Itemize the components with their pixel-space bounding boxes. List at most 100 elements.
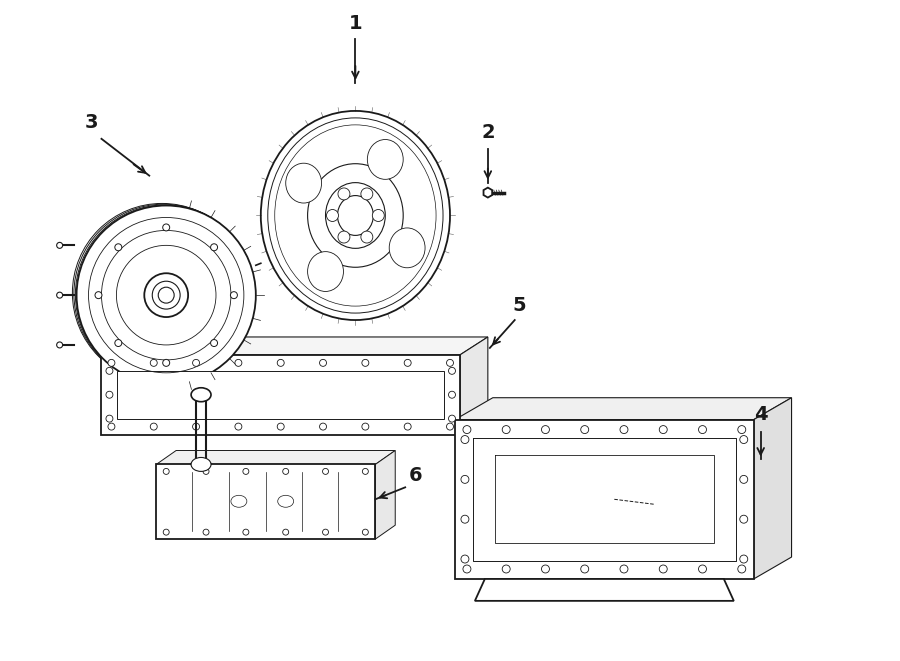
Polygon shape bbox=[375, 451, 395, 539]
Circle shape bbox=[660, 426, 667, 434]
Circle shape bbox=[463, 426, 471, 434]
Circle shape bbox=[463, 565, 471, 573]
Text: 6: 6 bbox=[409, 466, 422, 485]
Circle shape bbox=[461, 475, 469, 483]
Ellipse shape bbox=[389, 228, 425, 268]
Ellipse shape bbox=[338, 196, 374, 235]
Circle shape bbox=[461, 555, 469, 563]
Polygon shape bbox=[102, 337, 488, 355]
Ellipse shape bbox=[231, 495, 247, 507]
Circle shape bbox=[362, 360, 369, 366]
Ellipse shape bbox=[191, 457, 211, 471]
Circle shape bbox=[211, 340, 218, 346]
Polygon shape bbox=[455, 420, 753, 579]
Circle shape bbox=[211, 244, 218, 251]
Circle shape bbox=[243, 529, 248, 535]
Circle shape bbox=[580, 565, 589, 573]
Polygon shape bbox=[157, 451, 395, 465]
Circle shape bbox=[502, 565, 510, 573]
Ellipse shape bbox=[361, 188, 373, 200]
Circle shape bbox=[95, 292, 102, 299]
Circle shape bbox=[404, 360, 411, 366]
Ellipse shape bbox=[327, 210, 338, 221]
Circle shape bbox=[740, 515, 748, 524]
Circle shape bbox=[57, 342, 63, 348]
Circle shape bbox=[115, 340, 122, 346]
Circle shape bbox=[235, 360, 242, 366]
Circle shape bbox=[115, 244, 122, 251]
Circle shape bbox=[108, 360, 115, 366]
Circle shape bbox=[461, 436, 469, 444]
Polygon shape bbox=[475, 579, 734, 601]
Circle shape bbox=[322, 529, 328, 535]
Circle shape bbox=[502, 426, 510, 434]
Circle shape bbox=[150, 360, 158, 366]
Circle shape bbox=[57, 292, 63, 298]
Ellipse shape bbox=[373, 210, 384, 221]
Circle shape bbox=[542, 565, 549, 573]
Ellipse shape bbox=[76, 206, 256, 385]
Ellipse shape bbox=[191, 388, 211, 402]
Circle shape bbox=[277, 360, 284, 366]
Circle shape bbox=[235, 423, 242, 430]
Ellipse shape bbox=[308, 252, 344, 292]
Circle shape bbox=[738, 426, 746, 434]
Circle shape bbox=[106, 368, 112, 374]
Circle shape bbox=[448, 368, 455, 374]
Circle shape bbox=[320, 360, 327, 366]
Circle shape bbox=[620, 426, 628, 434]
Circle shape bbox=[698, 426, 706, 434]
Ellipse shape bbox=[158, 287, 175, 303]
Circle shape bbox=[283, 529, 289, 535]
Ellipse shape bbox=[338, 231, 350, 243]
Circle shape bbox=[108, 423, 115, 430]
Circle shape bbox=[230, 292, 238, 299]
Circle shape bbox=[698, 565, 706, 573]
Circle shape bbox=[193, 423, 200, 430]
Circle shape bbox=[106, 415, 112, 422]
Polygon shape bbox=[753, 398, 792, 579]
Ellipse shape bbox=[326, 182, 385, 249]
Polygon shape bbox=[157, 465, 375, 539]
Circle shape bbox=[243, 469, 248, 475]
Circle shape bbox=[150, 423, 158, 430]
Polygon shape bbox=[102, 355, 460, 434]
Circle shape bbox=[542, 426, 549, 434]
Circle shape bbox=[620, 565, 628, 573]
Text: 2: 2 bbox=[481, 124, 495, 142]
Ellipse shape bbox=[285, 163, 321, 203]
Ellipse shape bbox=[76, 205, 255, 384]
Circle shape bbox=[193, 360, 200, 366]
Circle shape bbox=[740, 475, 748, 483]
Circle shape bbox=[363, 529, 368, 535]
Ellipse shape bbox=[338, 188, 350, 200]
Circle shape bbox=[203, 529, 209, 535]
Ellipse shape bbox=[278, 495, 293, 507]
Text: 1: 1 bbox=[348, 14, 362, 33]
Circle shape bbox=[660, 565, 667, 573]
Circle shape bbox=[446, 360, 454, 366]
Text: 5: 5 bbox=[513, 295, 526, 315]
Polygon shape bbox=[455, 398, 792, 420]
Ellipse shape bbox=[274, 125, 436, 306]
Circle shape bbox=[283, 469, 289, 475]
Ellipse shape bbox=[72, 204, 252, 383]
Ellipse shape bbox=[152, 281, 180, 309]
Circle shape bbox=[106, 391, 112, 398]
Ellipse shape bbox=[367, 139, 403, 179]
Circle shape bbox=[446, 423, 454, 430]
Ellipse shape bbox=[74, 204, 253, 383]
Circle shape bbox=[203, 469, 209, 475]
Circle shape bbox=[448, 391, 455, 398]
Circle shape bbox=[740, 555, 748, 563]
Circle shape bbox=[740, 436, 748, 444]
Ellipse shape bbox=[268, 118, 443, 313]
Circle shape bbox=[448, 415, 455, 422]
Polygon shape bbox=[117, 371, 444, 418]
Circle shape bbox=[277, 423, 284, 430]
Circle shape bbox=[57, 243, 63, 249]
Circle shape bbox=[320, 423, 327, 430]
Polygon shape bbox=[483, 188, 492, 198]
Circle shape bbox=[322, 469, 328, 475]
Ellipse shape bbox=[361, 231, 373, 243]
